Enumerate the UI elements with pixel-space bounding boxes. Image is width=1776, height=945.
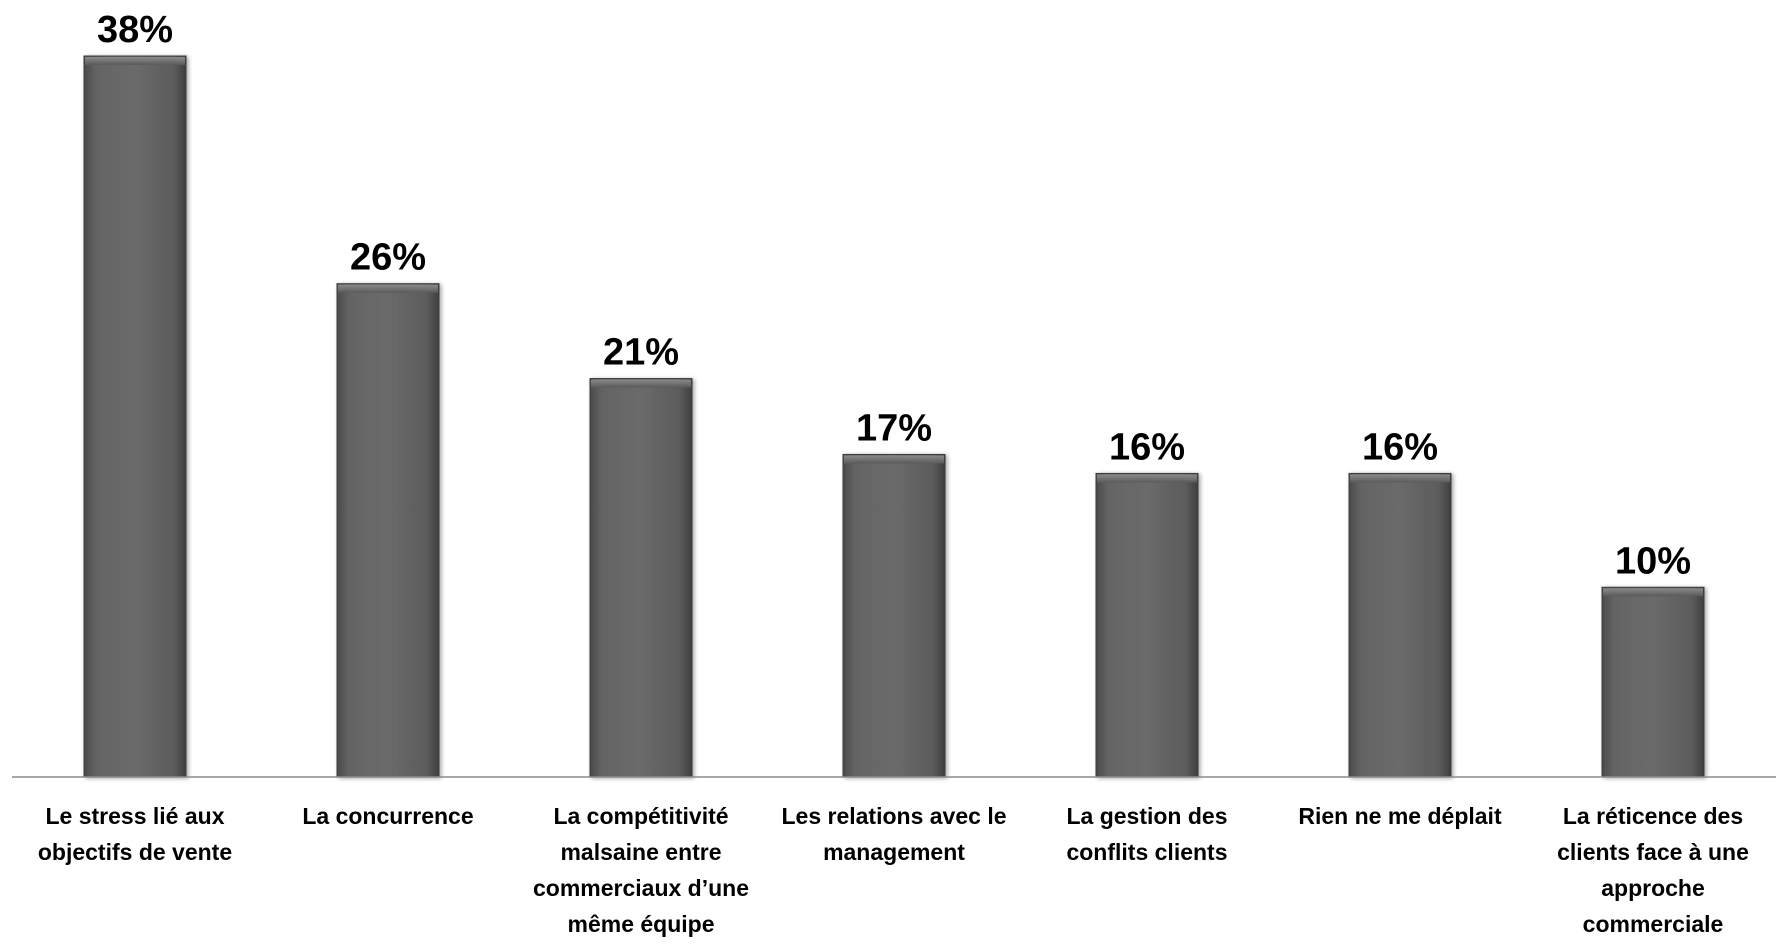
bar	[589, 378, 693, 778]
category-label-line: La réticence des	[1563, 803, 1743, 829]
category-label-line: approche	[1601, 875, 1705, 901]
data-label: 38%	[97, 9, 173, 51]
bar-body	[1601, 586, 1705, 778]
category-label-line: La concurrence	[302, 803, 473, 829]
category-label: La réticence des clients face à une approc…	[1557, 803, 1749, 937]
category-label-line: malsaine entre	[560, 839, 721, 865]
bar	[1095, 472, 1199, 778]
bar-body	[336, 283, 440, 778]
category-label-line: Les relations avec le	[781, 803, 1006, 829]
category-label: Rien ne me déplait	[1298, 803, 1502, 829]
bar	[1348, 472, 1452, 778]
bar-cap	[844, 455, 944, 464]
category-label-line: clients face à une	[1557, 839, 1749, 865]
category-label-line: La gestion des	[1066, 803, 1227, 829]
bar-cap	[1350, 474, 1450, 483]
bar-body	[1348, 472, 1452, 778]
data-label: 26%	[350, 237, 426, 279]
data-label: 16%	[1362, 426, 1438, 468]
bar-body	[1095, 472, 1199, 778]
bar-cap	[591, 379, 691, 388]
bar	[83, 55, 187, 778]
category-label-line: commerciale	[1583, 911, 1724, 937]
bar-body	[589, 378, 693, 778]
category-label-line: conflits clients	[1066, 839, 1227, 865]
data-label: 10%	[1615, 540, 1691, 582]
bar-cap	[85, 57, 185, 65]
category-labels-group: Le stress lié aux objectifs de vente La co…	[38, 803, 1749, 937]
bar-body	[83, 55, 187, 778]
bar	[336, 283, 440, 778]
data-label: 21%	[603, 332, 679, 374]
category-label: Les relations avec le management	[781, 803, 1006, 865]
category-label-line: management	[823, 839, 965, 865]
category-label: La concurrence	[302, 803, 473, 829]
bar-cap	[1097, 474, 1197, 483]
bar-body	[842, 453, 946, 778]
category-label: La compétitivité malsaine entre commerciau…	[533, 803, 749, 937]
data-label: 17%	[856, 407, 932, 449]
category-label-line: commerciaux d’une	[533, 875, 749, 901]
bar-cap	[1603, 588, 1703, 597]
data-label: 16%	[1109, 426, 1185, 468]
category-label: Le stress lié aux objectifs de vente	[38, 803, 232, 865]
category-label-line: La compétitivité	[553, 803, 728, 829]
bar-cap	[338, 284, 438, 293]
category-label-line: objectifs de vente	[38, 839, 232, 865]
category-label: La gestion des conflits clients	[1066, 803, 1227, 865]
data-labels-group: 38% 26% 21% 17% 16% 16% 10%	[97, 9, 1691, 582]
category-label-line: Le stress lié aux	[46, 803, 225, 829]
bar	[1601, 586, 1705, 778]
category-label-line: même équipe	[568, 911, 715, 937]
category-label-line: Rien ne me déplait	[1298, 803, 1502, 829]
bar	[842, 453, 946, 778]
